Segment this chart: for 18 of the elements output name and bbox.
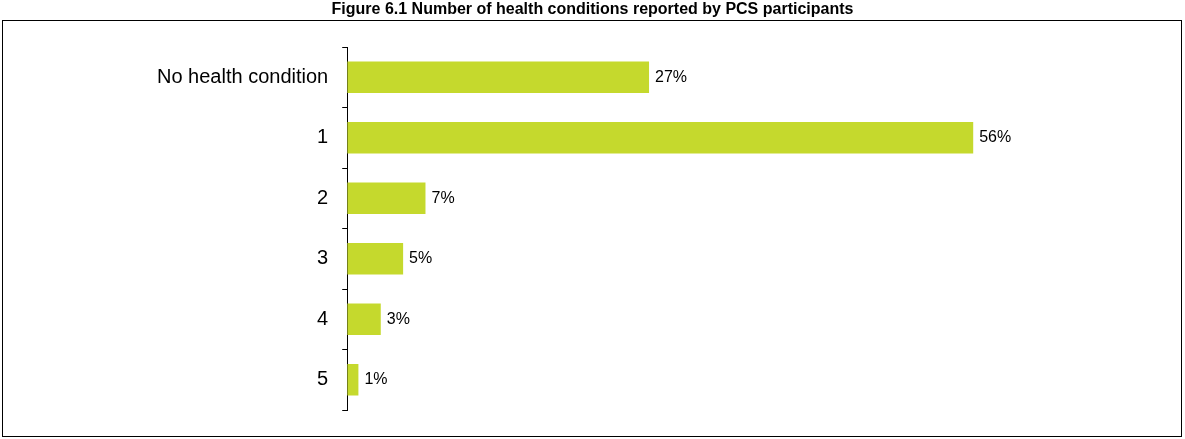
bar bbox=[347, 303, 381, 335]
data-label: 3% bbox=[386, 309, 410, 327]
y-tick-label: 4 bbox=[317, 306, 329, 329]
bar bbox=[347, 122, 974, 154]
y-tick-label: 5 bbox=[317, 367, 329, 390]
chart-title: Figure 6.1 Number of health conditions reported by PCS participants bbox=[330, 0, 855, 18]
data-label: 5% bbox=[409, 249, 433, 267]
data-label: 1% bbox=[364, 370, 388, 388]
y-tick-label: No health condition bbox=[157, 64, 329, 87]
bar bbox=[347, 243, 404, 275]
data-label: 7% bbox=[431, 188, 455, 206]
bar bbox=[347, 61, 650, 93]
bar bbox=[347, 182, 426, 214]
data-label: 27% bbox=[655, 67, 688, 85]
y-tick-label: 1 bbox=[317, 125, 329, 148]
y-tick-label: 3 bbox=[317, 246, 329, 269]
data-label: 56% bbox=[979, 128, 1012, 146]
y-tick-label: 2 bbox=[317, 185, 329, 208]
